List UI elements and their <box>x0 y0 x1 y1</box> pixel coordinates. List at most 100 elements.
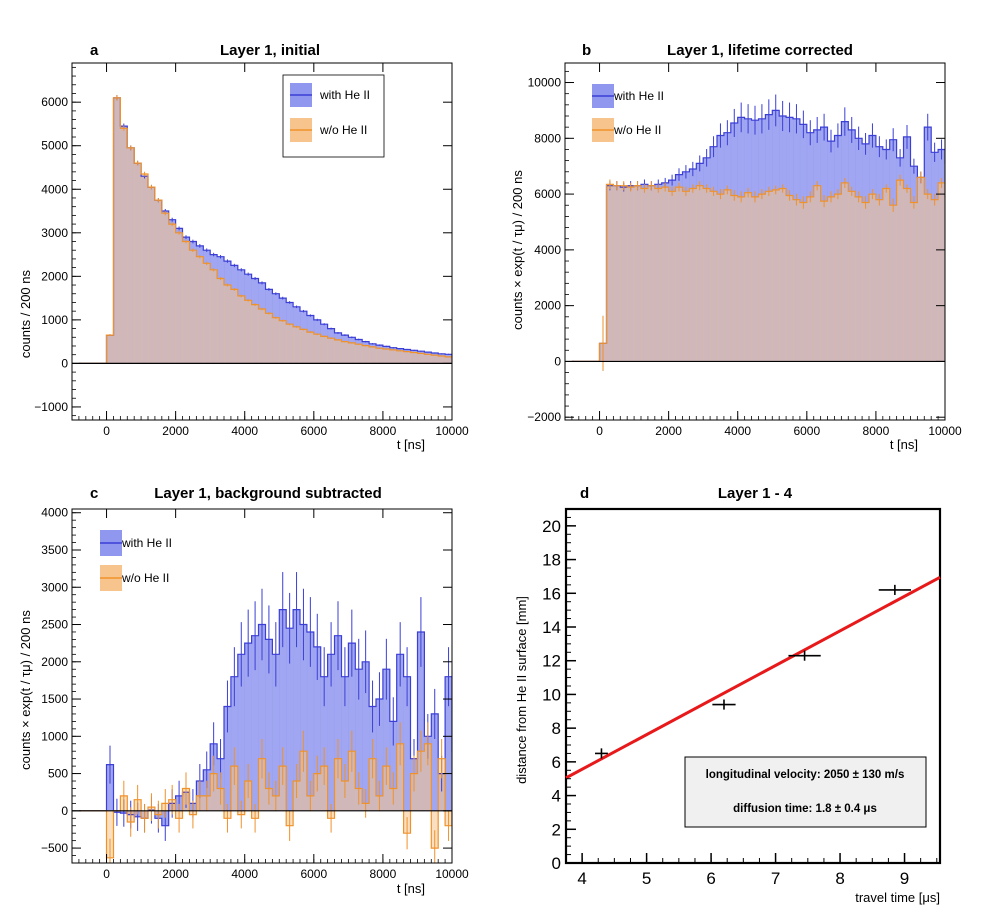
y-tick-label: 1000 <box>41 313 68 327</box>
bar-without <box>313 773 322 811</box>
bar-without <box>424 743 432 811</box>
bar-without <box>244 300 252 364</box>
bar-without <box>272 317 280 364</box>
bar-without <box>473 751 480 811</box>
bar-without <box>106 335 114 364</box>
bar-without <box>959 189 966 362</box>
panel-a-title: Layer 1, initial <box>220 42 320 59</box>
velocity-label: longitudinal velocity: 2050 ± 130 m/s <box>706 769 905 781</box>
bar-with <box>106 764 114 811</box>
x-tick-label: 2000 <box>162 424 189 438</box>
series-without-line <box>78 722 452 863</box>
legend-label-without: w/o He II <box>121 571 169 585</box>
bar-without <box>696 185 704 362</box>
bar-without <box>403 351 411 364</box>
panel-d-ylabel: distance from He II surface [mm] <box>514 596 529 784</box>
bar-without <box>452 788 459 810</box>
bar-without <box>141 174 149 364</box>
bar-without <box>661 187 669 362</box>
y-tick-label: 12 <box>542 652 561 671</box>
bar-with <box>334 635 342 811</box>
bar-with <box>355 669 363 811</box>
plot-area <box>72 572 542 863</box>
bar-without <box>327 338 335 364</box>
bar-without <box>889 205 897 362</box>
x-tick-label: 10000 <box>435 867 469 881</box>
bar-without <box>627 187 635 362</box>
bar-without <box>986 169 993 361</box>
bar-without <box>189 250 197 364</box>
panel-a-legend: with He II w/o He II <box>282 74 385 158</box>
y-tick-label: 0 <box>61 804 68 818</box>
x-tick-label: 8 <box>835 869 844 888</box>
bar-with <box>224 706 232 811</box>
bar-without <box>875 199 884 362</box>
bar-without <box>203 263 211 364</box>
bar-without <box>168 224 176 364</box>
bar-without <box>799 202 808 362</box>
bar-with <box>466 736 473 811</box>
bar-without <box>154 200 163 364</box>
y-tick-label: 10 <box>542 685 561 704</box>
bar-without <box>286 324 294 364</box>
x-tick-label: 7 <box>771 869 780 888</box>
bar-without <box>924 194 932 362</box>
bar-without <box>320 336 328 364</box>
bar-without <box>410 773 418 811</box>
bar-without <box>973 183 980 362</box>
bar-with <box>293 609 301 811</box>
bar-with <box>952 158 959 362</box>
bar-without <box>682 191 690 362</box>
bar-with <box>320 676 328 811</box>
panel-b-title: Layer 1, lifetime corrected <box>667 42 853 59</box>
y-tick-label: 16 <box>542 584 561 603</box>
bar-without <box>744 192 752 362</box>
plot-frame <box>564 62 946 421</box>
bar-without <box>224 285 232 364</box>
bar-with <box>973 177 980 361</box>
bar-without <box>535 692 542 811</box>
bar-with <box>986 138 993 361</box>
x-tick-label: 6 <box>706 869 715 888</box>
y-tick-label: 4 <box>552 787 561 806</box>
diffusion-label: diffusion time: 1.8 ± 0.4 μs <box>733 803 877 815</box>
bar-with <box>286 628 294 811</box>
panel-c-xlabel: t [ns] <box>397 881 425 896</box>
bar-without <box>841 182 849 362</box>
series-without-line <box>571 171 945 371</box>
bar-without <box>134 163 142 364</box>
bar-without <box>334 339 342 364</box>
legend-label-with: with He II <box>121 536 172 550</box>
bar-without <box>737 196 745 362</box>
bar-without <box>120 128 128 364</box>
x-tick-label: 5 <box>642 869 651 888</box>
bar-without <box>855 196 863 362</box>
bar-without <box>382 766 391 811</box>
y-tick-label: 2000 <box>534 299 561 313</box>
series-without-line <box>78 95 452 364</box>
bar-without <box>620 185 628 362</box>
bar-without <box>445 356 452 364</box>
x-tick-label: 10000 <box>435 424 469 438</box>
bar-without <box>313 334 322 364</box>
data-point <box>712 699 736 710</box>
x-tick-label: 8000 <box>863 424 890 438</box>
bar-without <box>196 256 204 364</box>
bar-without <box>779 188 787 362</box>
bar-without <box>279 320 287 364</box>
panel-c-title: Layer 1, background subtracted <box>154 485 382 502</box>
bar-with <box>389 721 398 811</box>
y-tick-label: 18 <box>542 551 561 570</box>
bar-without <box>452 358 459 364</box>
bar-without <box>654 188 663 362</box>
bar-without <box>820 201 828 362</box>
bar-without <box>806 196 815 362</box>
panel-c: c Layer 1, background subtracted 0 2000 40… <box>18 485 542 896</box>
bar-without <box>396 350 404 364</box>
y-tick-label: 20 <box>542 517 561 536</box>
legend-label-without: w/o He II <box>613 123 661 137</box>
plot-area <box>565 94 993 371</box>
bar-without <box>765 191 773 362</box>
bar-with <box>452 751 459 811</box>
